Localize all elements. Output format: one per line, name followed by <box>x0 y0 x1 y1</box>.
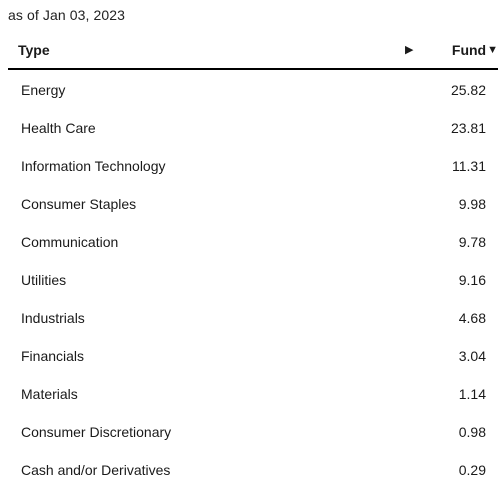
column-header-fund[interactable]: Fund ▼ <box>452 42 498 58</box>
row-type: Consumer Staples <box>21 196 137 212</box>
table-row: Utilities 9.16 <box>8 260 498 298</box>
row-type: Health Care <box>21 120 96 136</box>
row-fund-value: 0.98 <box>458 424 486 440</box>
sort-down-icon: ▼ <box>487 44 498 56</box>
row-type: Cash and/or Derivatives <box>21 462 171 478</box>
table-header: Type ▶ Fund ▼ <box>8 34 498 70</box>
table-row: Cash and/or Derivatives 0.29 <box>8 450 498 488</box>
as-of-date: as of Jan 03, 2023 <box>8 7 125 23</box>
row-fund-value: 25.82 <box>450 82 486 98</box>
table-row: Communication 9.78 <box>8 222 498 260</box>
column-header-type: Type <box>18 42 50 58</box>
row-type: Materials <box>21 386 78 402</box>
table-row: Energy 25.82 <box>8 70 498 108</box>
row-type: Industrials <box>21 310 85 326</box>
table-row: Consumer Discretionary 0.98 <box>8 412 498 450</box>
row-fund-value: 0.29 <box>458 462 486 478</box>
row-fund-value: 9.78 <box>458 234 486 250</box>
table-row: Health Care 23.81 <box>8 108 498 146</box>
column-header-fund-label: Fund <box>451 42 487 58</box>
row-fund-value: 9.98 <box>458 196 486 212</box>
row-fund-value: 11.31 <box>452 158 486 174</box>
row-fund-value: 3.04 <box>458 348 486 364</box>
table-row: Industrials 4.68 <box>8 298 498 336</box>
row-type: Communication <box>21 234 119 250</box>
row-fund-value: 23.81 <box>450 120 486 136</box>
row-type: Financials <box>21 348 85 364</box>
expand-arrow-icon[interactable]: ▶ <box>405 44 414 56</box>
row-fund-value: 1.14 <box>458 386 486 402</box>
row-type: Information Technology <box>21 158 166 174</box>
table-row: Consumer Staples 9.98 <box>8 184 498 222</box>
table-row: Financials 3.04 <box>8 336 498 374</box>
row-type: Energy <box>21 82 66 98</box>
row-type: Utilities <box>21 272 67 288</box>
row-fund-value: 9.16 <box>458 272 486 288</box>
sector-table: Type ▶ Fund ▼ Energy 25.82 Health Care 23.… <box>8 34 498 488</box>
table-body: Energy 25.82 Health Care 23.81 Information… <box>8 70 498 488</box>
row-type: Consumer Discretionary <box>21 424 172 440</box>
row-fund-value: 4.68 <box>458 310 486 326</box>
table-row: Materials 1.14 <box>8 374 498 412</box>
table-row: Information Technology 11.31 <box>8 146 498 184</box>
